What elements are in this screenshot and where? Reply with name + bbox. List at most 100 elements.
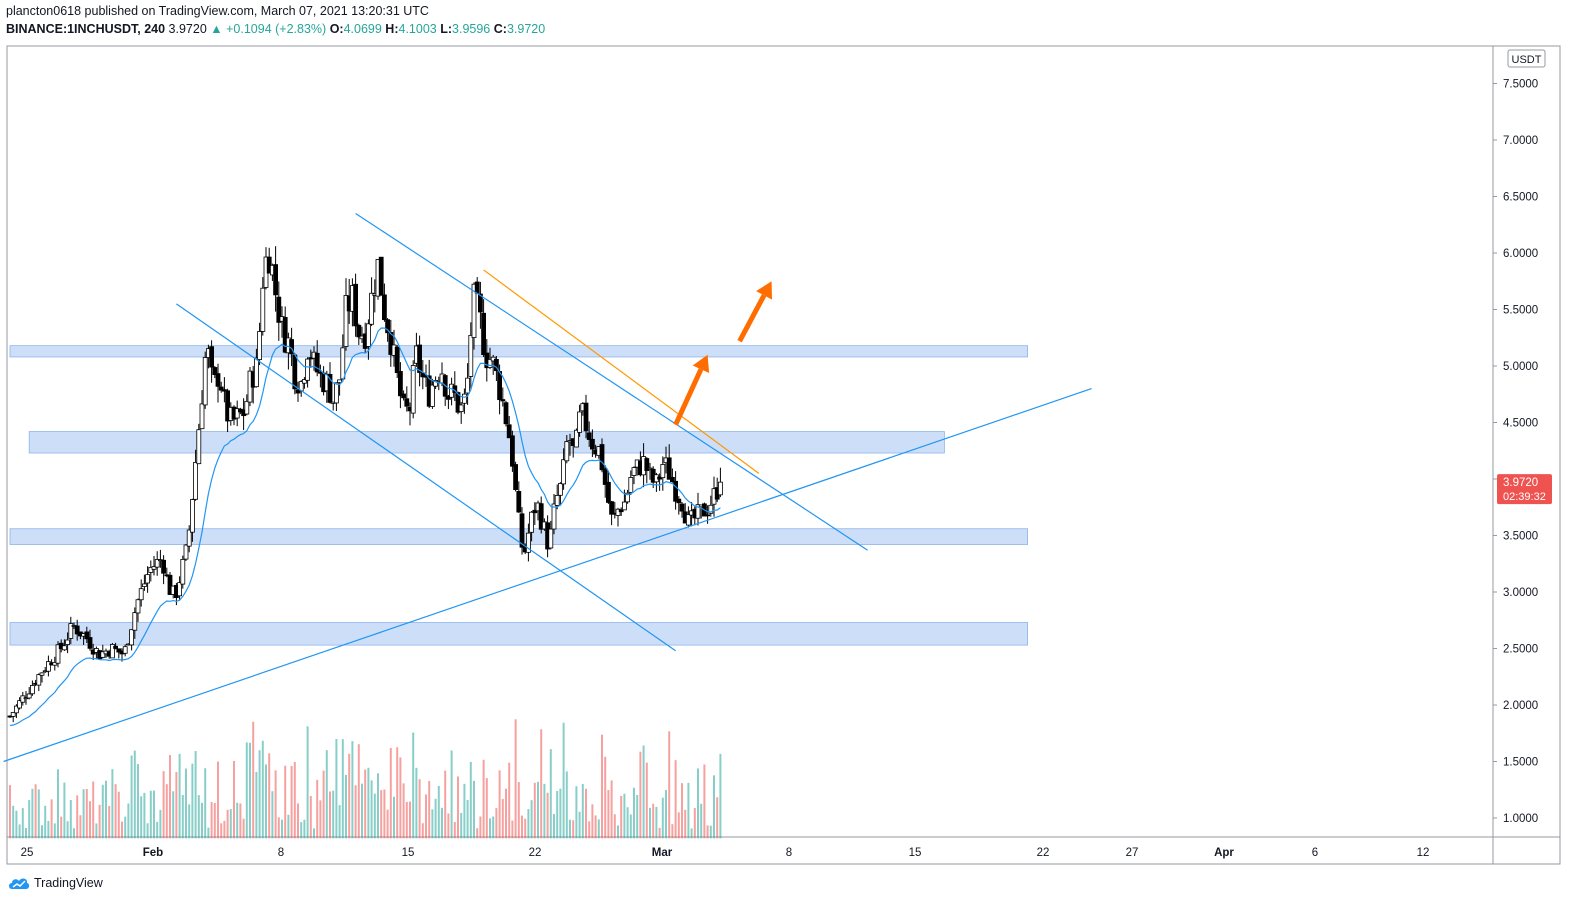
candle-body — [116, 648, 122, 653]
candle-body — [718, 481, 723, 496]
candle-body — [433, 380, 439, 387]
tradingview-logo[interactable]: TradingView — [8, 876, 103, 890]
volume-bar — [261, 740, 264, 839]
volume-bar — [268, 753, 271, 839]
volume-bar — [562, 722, 565, 839]
volume-bar — [124, 816, 127, 839]
volume-bar — [338, 805, 341, 839]
volume-bar — [546, 792, 549, 839]
volume-bar — [354, 785, 357, 839]
tradingview-cloud-icon — [9, 878, 30, 889]
candle-body — [564, 441, 570, 462]
candle-body — [503, 402, 509, 425]
candle-body — [68, 623, 74, 639]
volume-bar — [665, 789, 667, 839]
volume-bar — [319, 800, 322, 839]
volume-bar — [559, 788, 562, 839]
volume-bar — [380, 790, 383, 839]
volume-bar — [604, 756, 607, 839]
volume-bar — [130, 755, 133, 839]
volume-bar — [47, 820, 50, 839]
volume-bar — [290, 765, 293, 839]
moving-average-line — [9, 327, 721, 727]
volume-bar — [92, 781, 95, 839]
symbol-label: BINANCE:1INCHUSDT, 240 — [6, 22, 166, 36]
candle-body — [673, 480, 678, 502]
volume-bar — [121, 821, 123, 839]
volume-bar — [277, 817, 280, 839]
volume-bar — [165, 784, 168, 839]
volume-bar — [655, 806, 658, 839]
candle-body — [141, 583, 147, 587]
volume-bar — [706, 825, 709, 839]
volume-bar — [703, 764, 706, 839]
candle-body — [292, 354, 298, 390]
volume-bar — [501, 798, 504, 839]
candle-body — [628, 477, 634, 493]
volume-bar — [620, 795, 623, 839]
volume-bar — [181, 794, 184, 839]
candle-body — [26, 693, 32, 699]
volume-bar — [85, 788, 88, 839]
candle-body — [695, 504, 701, 519]
volume-bar — [524, 818, 527, 839]
bar-countdown-label: 02:39:32 — [1503, 491, 1546, 503]
volume-bar — [348, 753, 351, 839]
volume-bar — [153, 790, 155, 839]
volume-bar — [213, 802, 216, 839]
candle-body — [167, 574, 173, 595]
volume-bar — [684, 809, 687, 839]
volume-bar — [402, 783, 405, 839]
volume-bar — [437, 785, 440, 839]
candle-body — [506, 424, 512, 439]
candle-body — [135, 599, 141, 614]
volume-bar — [233, 760, 235, 839]
candle-body — [618, 509, 624, 513]
y-tick-label: 5.5000 — [1503, 305, 1538, 317]
candle-body — [234, 408, 240, 419]
candle-body — [529, 511, 534, 533]
volume-bar — [60, 816, 63, 839]
candle-body — [445, 395, 451, 400]
candle-body — [378, 256, 384, 296]
candle-body — [212, 367, 218, 376]
volume-bar — [313, 828, 315, 839]
volume-bar — [434, 798, 437, 839]
candle-body — [602, 468, 608, 485]
volume-bar — [111, 769, 114, 839]
candle-body — [62, 645, 67, 651]
candle-body — [193, 462, 199, 500]
candle-body — [590, 438, 595, 450]
volume-bar — [661, 797, 664, 839]
close-value: 3.9720 — [506, 22, 546, 36]
x-tick-label: Feb — [143, 847, 163, 859]
candle-body — [397, 371, 403, 397]
candle-body — [471, 283, 477, 338]
candle-body — [381, 294, 387, 320]
y-tick-label: 4.5000 — [1503, 418, 1538, 430]
candle-body — [273, 264, 279, 296]
volume-bar — [309, 796, 312, 839]
currency-box — [1507, 49, 1546, 68]
x-tick-label: 8 — [278, 847, 284, 859]
volume-bar — [671, 824, 674, 839]
candle-body — [574, 429, 579, 448]
candle-body — [644, 458, 650, 471]
candle-body — [631, 467, 637, 476]
candle-body — [468, 334, 474, 377]
volume-bar — [495, 808, 498, 839]
volume-bar — [341, 739, 344, 839]
volume-bar — [508, 762, 511, 839]
candle-body — [625, 492, 630, 503]
volume-bar — [383, 789, 386, 839]
volume-bar — [210, 802, 213, 839]
low-label: L: — [440, 22, 453, 36]
trend-line — [176, 303, 676, 652]
x-tick-label: 15 — [909, 847, 922, 859]
candle-body — [257, 331, 263, 360]
volume-bar — [21, 808, 24, 839]
volume-bar — [357, 744, 360, 839]
y-tick-label: 2.5000 — [1503, 644, 1538, 656]
candle-body — [65, 639, 70, 645]
